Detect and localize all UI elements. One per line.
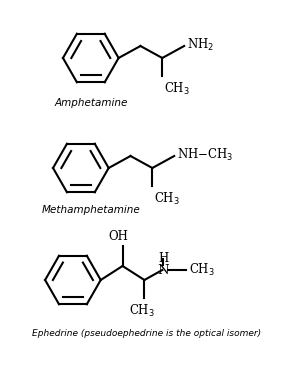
Text: NH$_2$: NH$_2$ [187,37,214,53]
Text: CH$_3$: CH$_3$ [154,191,180,207]
Text: CH$_3$: CH$_3$ [130,303,155,319]
Text: OH: OH [109,230,129,243]
Text: CH$_3$: CH$_3$ [164,81,190,97]
Text: CH$_3$: CH$_3$ [189,262,215,278]
Text: Methamphetamine: Methamphetamine [41,205,140,215]
Text: NH$-$CH$_3$: NH$-$CH$_3$ [177,147,234,163]
Text: Ephedrine (pseudoephedrine is the optical isomer): Ephedrine (pseudoephedrine is the optica… [32,329,261,338]
Text: N: N [157,263,169,277]
Text: Amphetamine: Amphetamine [54,98,127,108]
Text: H: H [158,251,168,265]
